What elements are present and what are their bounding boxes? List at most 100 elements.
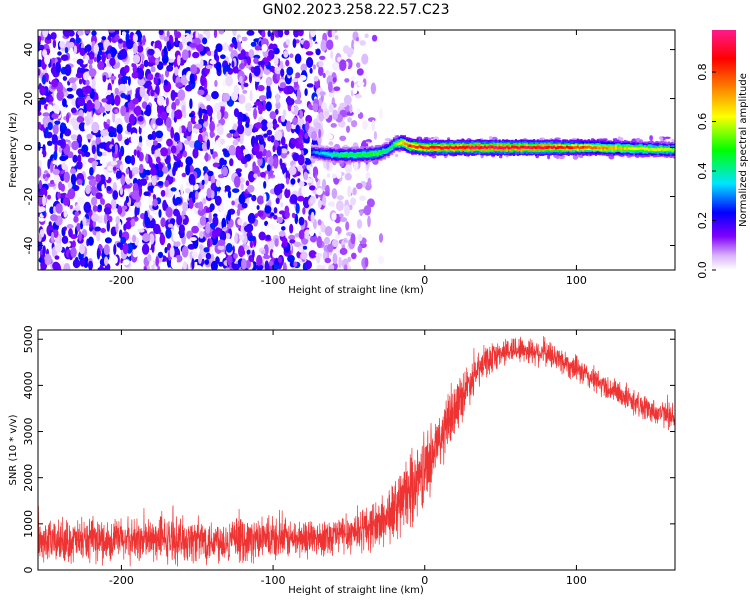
spectrogram-noise-blob — [236, 208, 241, 217]
spectrogram-noise-blob — [160, 217, 166, 228]
spectrogram-signal-cell — [511, 145, 514, 149]
spectrogram-noise-blob — [56, 139, 64, 146]
spectrogram-signal-cell — [558, 145, 561, 149]
spectrogram-noise-blob — [292, 38, 297, 48]
spectrogram-noise-blob — [66, 242, 71, 248]
spectrogram-noise-blob — [45, 73, 49, 83]
spectrogram-noise-blob — [208, 211, 212, 224]
spectrogram-signal-cell — [496, 146, 499, 150]
spectrogram-noise-blob — [289, 194, 298, 204]
spectrogram-noise-blob — [175, 82, 183, 88]
spectrogram-noise-blob — [49, 206, 55, 214]
spectrogram-noise-blob — [62, 76, 68, 81]
spectrogram-noise-blob — [237, 218, 243, 226]
spectrogram-noise-blob — [239, 63, 245, 70]
spectrogram-noise-blob — [205, 252, 212, 260]
spectrogram-noise-blob — [305, 51, 314, 56]
spectrogram-noise-blob — [233, 66, 238, 72]
spectrogram-noise-blob — [119, 48, 128, 60]
spectrogram-noise-blob — [296, 88, 301, 101]
spectrogram-noise-blob — [253, 65, 261, 77]
spectrogram-signal-cell — [591, 146, 594, 150]
spectrogram-noise-blob — [70, 117, 78, 127]
spectrogram-noise-blob — [339, 247, 348, 255]
spectrogram-noise-blob — [250, 261, 254, 269]
spectrogram-noise-blob — [144, 216, 151, 227]
spectrogram-signal-cell — [331, 153, 334, 156]
snr-frame — [37, 329, 676, 571]
spectrogram-noise-blob — [208, 138, 215, 150]
spectrogram-noise-blob — [277, 188, 283, 194]
spectrogram-noise-blob — [282, 109, 287, 117]
spectrogram-noise-blob — [113, 244, 117, 255]
spectrogram-halo-blob — [539, 137, 544, 141]
spectrogram-noise-blob — [231, 261, 235, 269]
spectrogram-noise-blob — [233, 84, 239, 96]
spectrogram-noise-blob — [47, 194, 51, 200]
spectrogram-noise-blob — [192, 51, 200, 59]
spectrogram-noise-blob — [110, 226, 117, 237]
spectrogram-noise-blob — [225, 243, 233, 253]
spectrogram-noise-blob — [345, 164, 352, 174]
spectrogram-noise-blob — [269, 111, 277, 120]
spectrogram-signal-cell — [551, 146, 554, 149]
spectrogram-noise-blob — [143, 93, 149, 103]
spectrogram-signal-cell — [536, 145, 539, 149]
spectrogram-signal-cell — [327, 152, 330, 156]
spectrogram-signal-cell — [589, 146, 592, 149]
spectrogram-noise-blob — [96, 229, 101, 242]
spectrogram-noise-blob — [166, 243, 172, 251]
spectrogram-noise-blob — [78, 67, 87, 74]
spectrogram-signal-cell — [534, 146, 538, 150]
spectrogram-noise-blob — [219, 203, 225, 212]
spectrogram-noise-blob — [240, 157, 248, 165]
spectrogram-noise-blob — [47, 122, 53, 131]
spectrogram-noise-blob — [167, 223, 174, 228]
spectrogram-noise-blob — [178, 224, 185, 234]
spectrogram-noise-blob — [357, 81, 365, 87]
spectrogram-noise-blob — [274, 66, 282, 72]
spectrogram-noise-blob — [189, 237, 197, 241]
spectrogram-signal-cell — [380, 150, 383, 154]
spectrogram-noise-blob — [265, 60, 269, 66]
spectrogram-noise-blob — [356, 62, 361, 68]
spectrogram-noise-blob — [347, 185, 352, 198]
spectrogram-signal-cell — [312, 150, 316, 154]
spectrogram-noise-blob — [267, 238, 275, 251]
spectrogram-noise-blob — [350, 80, 355, 89]
spectrogram-signal-cell — [649, 147, 652, 151]
spectrogram-noise-blob — [324, 110, 329, 117]
spectrogram-noise-blob — [180, 125, 186, 134]
snr-y-tick-label: 5000 — [22, 325, 35, 353]
spectrogram-noise-blob — [261, 30, 266, 38]
spectrogram-noise-blob — [264, 220, 269, 227]
spectrogram-signal-cell — [494, 145, 498, 149]
spectrogram-signal-cell — [361, 153, 365, 156]
spectrogram-noise-blob — [235, 168, 242, 173]
spectrogram-noise-blob — [379, 108, 383, 120]
spectrogram-noise-blob — [163, 91, 168, 97]
spectrogram-noise-blob — [283, 50, 289, 58]
spectrogram-noise-blob — [314, 123, 319, 133]
spectrogram-signal-cell — [593, 146, 596, 150]
spectrogram-signal-cell — [567, 146, 570, 149]
spectrogram-signal-cell — [463, 146, 467, 150]
spectrogram-signal-cell — [611, 146, 614, 150]
spectrogram-noise-blob — [114, 109, 119, 114]
spectrogram-noise-blob — [238, 193, 246, 205]
spectrogram-noise-blob — [253, 57, 259, 64]
spectrogram-noise-blob — [316, 236, 323, 248]
spectrogram-signal-cell — [582, 145, 585, 149]
spectrogram-noise-blob — [124, 155, 132, 164]
spectrogram-signal-cell — [625, 147, 629, 151]
spectrogram-noise-blob — [202, 197, 207, 205]
spectrogram-noise-blob — [127, 94, 131, 103]
spectrogram-noise-blob — [285, 59, 290, 67]
spectrogram-noise-blob — [263, 181, 267, 189]
spectrogram-noise-blob — [151, 174, 157, 186]
spectrogram-noise-blob — [153, 48, 161, 59]
spectrogram-noise-blob — [122, 242, 129, 255]
spectrogram-noise-blob — [56, 90, 64, 101]
spectrogram-x-tick-label: -200 — [109, 274, 134, 287]
